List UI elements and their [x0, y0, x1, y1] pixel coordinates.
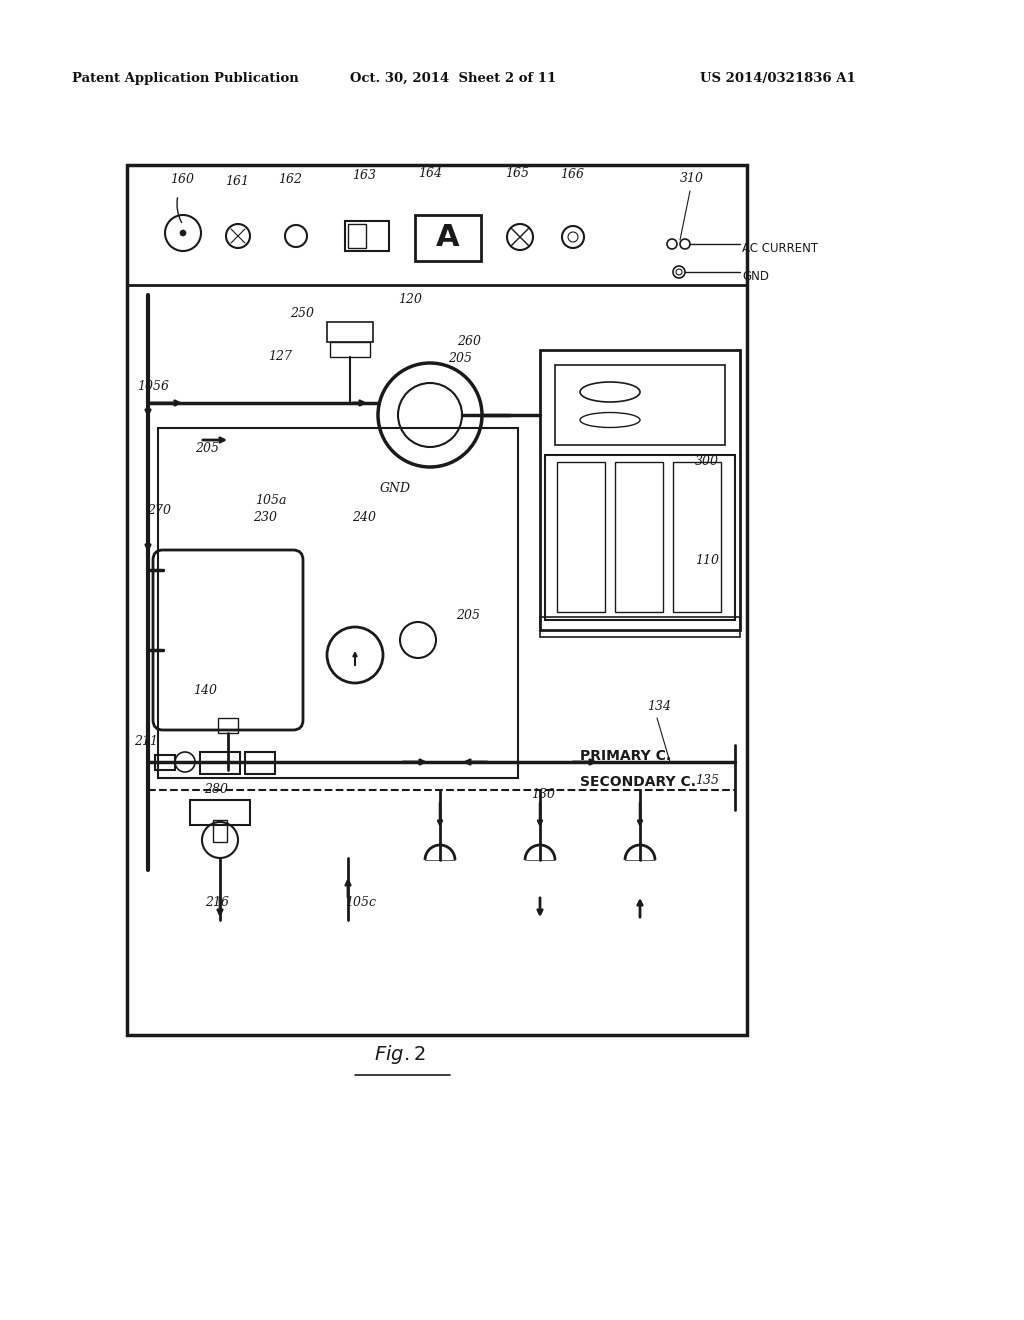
Text: SECONDARY C.: SECONDARY C. — [580, 775, 696, 789]
Text: 205: 205 — [456, 609, 480, 622]
Text: Patent Application Publication: Patent Application Publication — [72, 73, 299, 84]
Text: 166: 166 — [560, 168, 584, 181]
Text: 140: 140 — [193, 684, 217, 697]
Text: 130: 130 — [531, 788, 555, 801]
Bar — [557, 462, 605, 612]
Bar — [213, 820, 227, 842]
Bar — [200, 752, 240, 774]
Text: AC CURRENT: AC CURRENT — [742, 242, 818, 255]
Text: 270: 270 — [147, 504, 171, 517]
Bar — [327, 322, 373, 342]
Text: 300: 300 — [695, 455, 719, 469]
Bar — [540, 350, 740, 630]
Text: 250: 250 — [290, 308, 314, 319]
Text: 240: 240 — [352, 511, 376, 524]
Bar — [673, 462, 721, 612]
Bar — [545, 455, 735, 620]
Text: 230: 230 — [253, 511, 278, 524]
Text: 1056: 1056 — [137, 380, 169, 393]
Text: 164: 164 — [418, 168, 442, 180]
Text: 216: 216 — [205, 896, 229, 909]
Bar — [555, 366, 725, 445]
Text: 120: 120 — [398, 293, 422, 306]
Text: $\it{Fig.2}$: $\it{Fig.2}$ — [375, 1043, 426, 1067]
Text: PRIMARY C.: PRIMARY C. — [580, 748, 671, 763]
Text: 163: 163 — [352, 169, 376, 182]
Text: 135: 135 — [695, 774, 719, 787]
Text: 280: 280 — [204, 783, 228, 796]
Bar — [415, 215, 481, 261]
Text: 110: 110 — [695, 554, 719, 568]
Text: 134: 134 — [647, 700, 671, 713]
Bar — [348, 224, 366, 248]
Bar — [190, 800, 250, 825]
Bar — [245, 752, 275, 774]
Text: 205: 205 — [195, 442, 219, 455]
Bar — [218, 718, 238, 733]
Bar — [127, 165, 746, 1035]
Text: 211: 211 — [134, 735, 158, 748]
Text: US 2014/0321836 A1: US 2014/0321836 A1 — [700, 73, 856, 84]
Text: 310: 310 — [680, 172, 705, 185]
Bar — [158, 428, 518, 777]
Text: 165: 165 — [505, 168, 529, 180]
Bar — [615, 462, 663, 612]
Bar — [345, 220, 389, 251]
Text: 205: 205 — [449, 352, 472, 366]
Text: 105c: 105c — [345, 896, 376, 909]
Text: 161: 161 — [225, 176, 249, 187]
Text: Oct. 30, 2014  Sheet 2 of 11: Oct. 30, 2014 Sheet 2 of 11 — [350, 73, 556, 84]
Text: A: A — [436, 223, 460, 252]
Text: 127: 127 — [268, 350, 292, 363]
Text: 160: 160 — [170, 173, 194, 186]
Circle shape — [180, 230, 186, 236]
Text: GND: GND — [380, 482, 411, 495]
Bar — [155, 755, 175, 770]
Text: 260: 260 — [457, 335, 481, 348]
Bar — [540, 616, 740, 638]
Bar — [330, 342, 370, 356]
Text: 105a: 105a — [255, 494, 287, 507]
Text: GND: GND — [742, 269, 769, 282]
Text: 162: 162 — [278, 173, 302, 186]
